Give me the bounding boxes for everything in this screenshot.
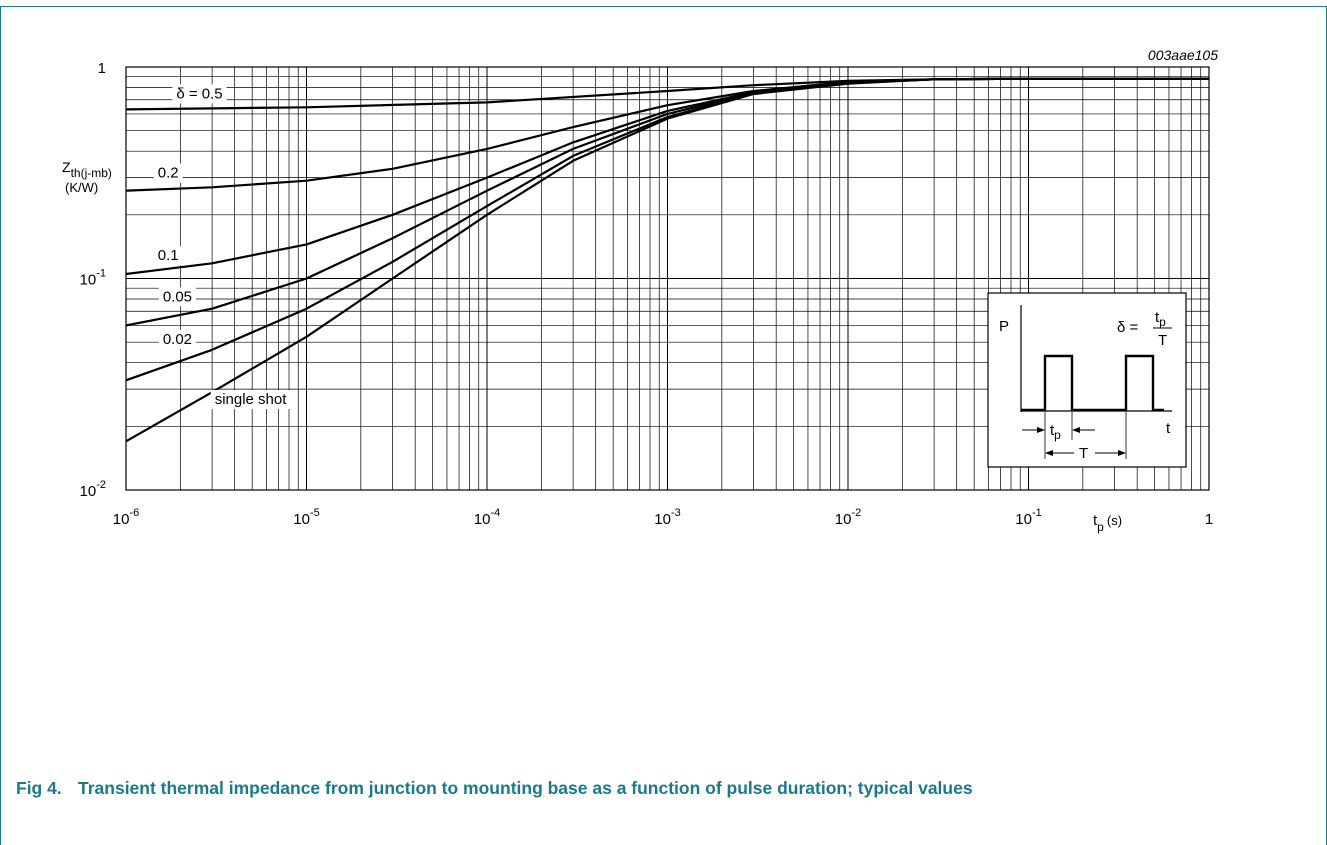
inset-t-label: t	[1166, 420, 1171, 437]
x-tick-label-4: 10-2	[835, 507, 861, 528]
x-tick-label-5: 10-1	[1015, 507, 1041, 528]
inset-numerator-sub: p	[1159, 315, 1166, 329]
series-label-bg-2	[153, 246, 183, 266]
inset-tp-arrowhead-right	[1072, 427, 1080, 433]
y-tick-labels: 1 10-1 10-2	[80, 60, 106, 500]
x-tick-labels: 10-6 10-5 10-4 10-3 10-2 10-1 1	[113, 507, 1213, 528]
series-line-5	[125, 77, 1209, 443]
figure-caption: Fig 4. Transient thermal impedance from j…	[16, 778, 1306, 799]
x-tick-label-1: 10-5	[293, 507, 319, 528]
figure-id: 003aae105	[1148, 47, 1218, 63]
series-label-bg-4	[158, 330, 197, 350]
series-label-layer: δ = 0.5 0.2 0.1 0.05 0.02 single shot	[153, 84, 292, 410]
x-axis-label-sub: p	[1097, 520, 1104, 534]
y-tick-label-2: 10-2	[80, 479, 106, 500]
series-label-bg-3	[158, 287, 197, 307]
inset-tp-arrowhead-left	[1037, 427, 1045, 433]
inset-tp-main: t	[1050, 422, 1055, 439]
y-axis-label-main: Z	[62, 159, 71, 175]
series-label-1: 0.2	[158, 165, 179, 182]
x-axis-label-main: t	[1093, 512, 1098, 529]
inset-tp-sub: p	[1054, 428, 1061, 442]
figure-number: Fig 4.	[16, 778, 62, 798]
y-axis-label-sub: th(j-mb)	[71, 166, 112, 180]
series-label-4: 0.02	[163, 331, 192, 348]
figure-frame-left	[0, 6, 1, 845]
series-layer	[125, 77, 1209, 443]
inset-delta-denominator: T	[1158, 332, 1167, 349]
figure-frame-top	[0, 6, 1327, 7]
x-tick-label-3: 10-3	[654, 507, 680, 528]
x-tick-label-6: 1	[1205, 511, 1213, 528]
inset-period-arrowhead-right	[1118, 450, 1126, 456]
x-axis-label: tp (s)	[1093, 512, 1122, 534]
inset-period-arrowhead-left	[1045, 450, 1053, 456]
inset-delta-numerator: tp	[1155, 309, 1166, 329]
y-axis-unit: (K/W)	[65, 180, 98, 195]
series-label-3: 0.05	[163, 288, 192, 305]
series-label-5: single shot	[215, 391, 288, 408]
y-tick-label-1: 10-1	[80, 268, 106, 289]
series-label-bg-0	[172, 84, 227, 104]
inset-numerator-main: t	[1155, 309, 1160, 326]
series-label-bg-5	[210, 390, 292, 410]
series-label-0: δ = 0.5	[176, 85, 222, 102]
x-tick-label-2: 10-4	[474, 507, 500, 528]
figure-caption-text: Transient thermal impedance from junctio…	[78, 778, 973, 798]
x-axis-label-unit: (s)	[1107, 513, 1122, 528]
pulse-inset: P t δ = tp T tp T	[987, 292, 1187, 468]
inset-p-label: P	[999, 318, 1009, 335]
y-axis-label: Zth(j-mb)	[62, 159, 112, 180]
inset-period-label: T	[1079, 445, 1088, 462]
series-label-bg-1	[153, 163, 183, 183]
inset-tp-label: tp	[1050, 422, 1061, 442]
inset-delta-lhs: δ =	[1117, 319, 1139, 336]
series-label-2: 0.1	[158, 247, 179, 264]
inset-pulse-waveform	[1021, 354, 1164, 412]
y-tick-label-0: 1	[98, 60, 106, 77]
x-tick-label-0: 10-6	[113, 507, 139, 528]
plot-border	[125, 66, 1210, 491]
